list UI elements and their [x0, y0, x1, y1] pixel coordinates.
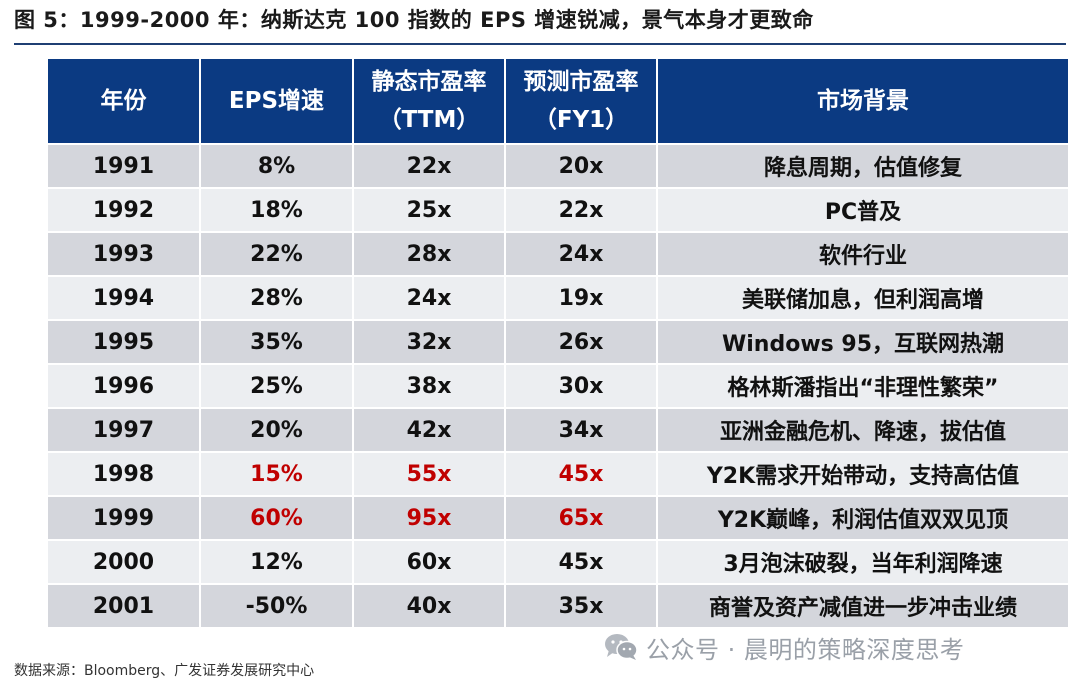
cell-pe-fy1: 45x — [505, 451, 658, 496]
cell-year: 1992 — [48, 187, 201, 232]
cell-year: 1996 — [48, 363, 201, 408]
cell-year: 1998 — [48, 451, 201, 496]
cell-eps-growth: 12% — [200, 539, 354, 584]
cell-year: 1999 — [48, 495, 201, 540]
title-divider — [14, 43, 1066, 45]
cell-pe-ttm: 22x — [353, 143, 506, 188]
cell-eps-growth: 20% — [200, 407, 354, 452]
cell-market-background: 美联储加息，但利润高增 — [657, 275, 1068, 320]
cell-pe-ttm: 32x — [353, 319, 506, 364]
cell-pe-ttm: 95x — [353, 495, 506, 540]
cell-market-background: Y2K需求开始带动，支持高估值 — [657, 451, 1068, 496]
header-pe-ttm: 静态市盈率 （TTM） — [353, 59, 506, 144]
cell-eps-growth: 15% — [200, 451, 354, 496]
cell-year: 1997 — [48, 407, 201, 452]
header-year-label: 年份 — [100, 88, 147, 114]
cell-market-background: 软件行业 — [657, 231, 1068, 276]
cell-pe-ttm: 55x — [353, 451, 506, 496]
table-row: 1999 60% 95x 65x Y2K巅峰，利润估值双双见顶 — [48, 495, 1068, 540]
table-row: 1997 20% 42x 34x 亚洲金融危机、降速，拔估值 — [48, 407, 1068, 452]
header-pe-fy1-sublabel: （FY1） — [533, 107, 629, 133]
cell-pe-fy1: 22x — [505, 187, 658, 232]
cell-pe-ttm: 24x — [353, 275, 506, 320]
cell-pe-ttm: 42x — [353, 407, 506, 452]
cell-pe-ttm: 60x — [353, 539, 506, 584]
cell-pe-fy1: 34x — [505, 407, 658, 452]
cell-pe-ttm: 25x — [353, 187, 506, 232]
table-row: 1998 15% 55x 45x Y2K需求开始带动，支持高估值 — [48, 451, 1068, 496]
cell-pe-fy1: 35x — [505, 583, 658, 627]
eps-valuation-table: 年份 EPS增速 静态市盈率 （TTM） 预测市盈率 （FY1） 市场背景 19… — [48, 59, 1068, 627]
header-pe-fy1-label: 预测市盈率 — [523, 69, 639, 95]
cell-year: 1995 — [48, 319, 201, 364]
table-row: 2000 12% 60x 45x 3月泡沫破裂，当年利润降速 — [48, 539, 1068, 584]
table-row: 1993 22% 28x 24x 软件行业 — [48, 231, 1068, 276]
watermark: 公众号 · 晨明的策略深度思考 — [604, 631, 965, 664]
header-market-background-label: 市场背景 — [817, 88, 909, 114]
figure-title: 图 5：1999-2000 年：纳斯达克 100 指数的 EPS 增速锐减，景气… — [14, 8, 814, 32]
data-source-note: 数据来源：Bloomberg、广发证券发展研究中心 — [14, 663, 315, 679]
cell-market-background: PC普及 — [657, 187, 1068, 232]
cell-eps-growth: 25% — [200, 363, 354, 408]
cell-pe-fy1: 45x — [505, 539, 658, 584]
header-pe-fy1: 预测市盈率 （FY1） — [505, 59, 658, 144]
cell-market-background: Y2K巅峰，利润估值双双见顶 — [657, 495, 1068, 540]
cell-pe-fy1: 30x — [505, 363, 658, 408]
cell-eps-growth: 60% — [200, 495, 354, 540]
cell-pe-fy1: 26x — [505, 319, 658, 364]
header-year: 年份 — [48, 59, 201, 144]
cell-eps-growth: 22% — [200, 231, 354, 276]
cell-pe-ttm: 40x — [353, 583, 506, 627]
table-body: 1991 8% 22x 20x 降息周期，估值修复 1992 18% 25x 22x PC普及 19… — [48, 143, 1068, 627]
cell-year: 1994 — [48, 275, 201, 320]
table-row: 1995 35% 32x 26x Windows 95，互联网热潮 — [48, 319, 1068, 364]
cell-pe-ttm: 28x — [353, 231, 506, 276]
table-row: 1996 25% 38x 30x 格林斯潘指出“非理性繁荣” — [48, 363, 1068, 408]
cell-market-background: Windows 95，互联网热潮 — [657, 319, 1068, 364]
cell-year: 2000 — [48, 539, 201, 584]
cell-pe-fy1: 65x — [505, 495, 658, 540]
header-market-background: 市场背景 — [657, 59, 1068, 144]
table-row: 1992 18% 25x 22x PC普及 — [48, 187, 1068, 232]
header-eps-growth-label: EPS增速 — [228, 88, 325, 114]
cell-pe-fy1: 19x — [505, 275, 658, 320]
cell-eps-growth: -50% — [200, 583, 354, 627]
header-pe-ttm-label: 静态市盈率 — [371, 69, 487, 95]
cell-market-background: 3月泡沫破裂，当年利润降速 — [657, 539, 1068, 584]
cell-eps-growth: 8% — [200, 143, 354, 188]
wechat-icon — [605, 634, 638, 660]
cell-eps-growth: 18% — [200, 187, 354, 232]
cell-market-background: 格林斯潘指出“非理性繁荣” — [657, 363, 1068, 408]
cell-market-background: 商誉及资产减值进一步冲击业绩 — [657, 583, 1068, 627]
cell-year: 2001 — [48, 583, 201, 627]
cell-eps-growth: 35% — [200, 319, 354, 364]
cell-eps-growth: 28% — [200, 275, 354, 320]
watermark-text: 公众号 · 晨明的策略深度思考 — [646, 635, 965, 664]
cell-year: 1993 — [48, 231, 201, 276]
cell-pe-fy1: 24x — [505, 231, 658, 276]
cell-market-background: 降息周期，估值修复 — [657, 143, 1068, 188]
table-header-row: 年份 EPS增速 静态市盈率 （TTM） 预测市盈率 （FY1） 市场背景 — [48, 59, 1068, 144]
table-row: 1991 8% 22x 20x 降息周期，估值修复 — [48, 143, 1068, 188]
table-row: 2001 -50% 40x 35x 商誉及资产减值进一步冲击业绩 — [48, 583, 1068, 627]
header-pe-ttm-sublabel: （TTM） — [378, 107, 480, 133]
cell-year: 1991 — [48, 143, 201, 188]
cell-pe-fy1: 20x — [505, 143, 658, 188]
cell-pe-ttm: 38x — [353, 363, 506, 408]
cell-market-background: 亚洲金融危机、降速，拔估值 — [657, 407, 1068, 452]
table-row: 1994 28% 24x 19x 美联储加息，但利润高增 — [48, 275, 1068, 320]
header-eps-growth: EPS增速 — [200, 59, 354, 144]
